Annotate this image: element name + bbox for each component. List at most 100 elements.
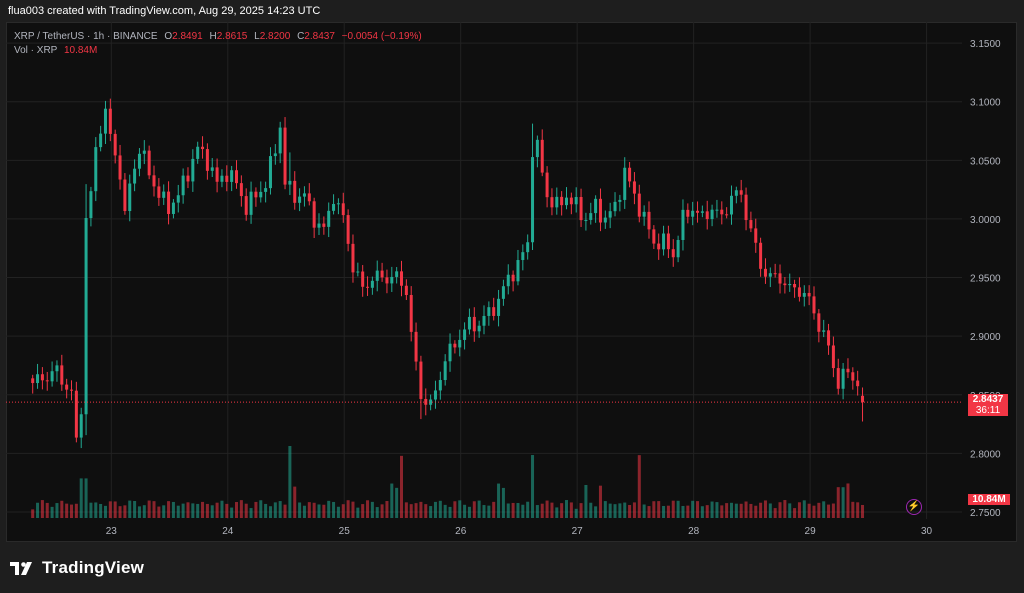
candle-body: [453, 343, 457, 348]
candle-body: [332, 203, 336, 211]
volume-bar: [700, 506, 704, 518]
candle-body: [142, 150, 146, 154]
legend-open-label: O: [164, 31, 173, 42]
candle-body: [443, 361, 447, 381]
candle-body: [74, 390, 78, 438]
candle-body: [516, 260, 520, 282]
candle-body: [36, 374, 40, 384]
y-tick-label: 2.9000: [970, 332, 1001, 343]
candle-body: [273, 153, 277, 157]
volume-bar: [472, 501, 476, 518]
volume-bar: [560, 503, 564, 518]
volume-bar: [433, 501, 437, 518]
candle-body: [302, 193, 306, 197]
volume-bar: [613, 504, 617, 518]
x-tick-label: 26: [455, 526, 467, 537]
candle-body: [99, 133, 103, 148]
volume-bar: [167, 501, 171, 518]
chart-panel[interactable]: [6, 22, 1017, 542]
volume-bar: [531, 455, 535, 518]
volume-bar: [99, 503, 103, 518]
volume-bar: [710, 501, 714, 518]
volume-bar: [773, 508, 777, 518]
volume-bar: [36, 502, 40, 518]
candle-body: [235, 170, 239, 184]
candle-body: [725, 214, 729, 216]
candle-body: [831, 345, 835, 369]
legend-open: 2.8491: [172, 31, 203, 42]
lightning-icon[interactable]: ⚡: [906, 499, 922, 515]
volume-bar: [564, 500, 569, 518]
candle-body: [288, 180, 292, 185]
candle-body: [812, 296, 816, 314]
legend-close: 2.8437: [304, 31, 335, 42]
volume-bar: [715, 502, 719, 518]
candle-body: [754, 228, 758, 243]
candle-body: [560, 196, 564, 206]
candlestick-chart[interactable]: 2.75002.80002.85002.90002.95003.00003.05…: [6, 22, 1017, 542]
candle-body: [744, 194, 748, 221]
candle-body: [608, 211, 612, 218]
legend-volume-label[interactable]: Vol · XRP: [14, 45, 58, 56]
candle-body: [249, 191, 253, 215]
bar-countdown: 36:11: [975, 405, 1001, 417]
candle-body: [433, 390, 437, 400]
candle-body: [380, 270, 384, 278]
volume-bar: [327, 500, 331, 518]
volume-bar: [637, 455, 641, 518]
candle-body: [346, 215, 350, 244]
volume-bar: [181, 503, 185, 518]
legend-symbol[interactable]: XRP / TetherUS · 1h · BINANCE: [14, 31, 158, 42]
candle-body: [65, 384, 69, 390]
x-tick-label: 23: [106, 526, 118, 537]
volume-bar: [404, 502, 408, 518]
volume-bar: [584, 484, 588, 518]
candle-body: [856, 380, 860, 387]
candle-body: [623, 167, 627, 200]
legend-high-label: H: [209, 31, 217, 42]
legend-low: 2.8200: [259, 31, 291, 42]
volume-bar: [696, 501, 700, 518]
y-tick-label: 3.0500: [970, 156, 1001, 167]
candle-body: [628, 167, 632, 182]
candle-body: [210, 167, 214, 171]
candle-body: [671, 249, 675, 258]
volume-bar: [74, 503, 78, 518]
volume-bar: [759, 502, 763, 518]
y-tick-label: 3.0000: [970, 215, 1001, 226]
volume-bar: [545, 500, 549, 518]
candle-body: [579, 197, 583, 221]
attribution-bar: flua003 created with TradingView.com, Au…: [0, 0, 1024, 22]
volume-bar: [822, 501, 826, 518]
candle-body: [506, 274, 510, 287]
volume-bar: [720, 505, 724, 518]
candle-body: [458, 339, 462, 348]
volume-bar: [137, 506, 141, 518]
candle-body: [497, 298, 501, 316]
volume-bar: [851, 501, 855, 518]
volume-bar: [414, 503, 418, 518]
last-price-tag: 2.8437 36:11: [968, 394, 1008, 417]
volume-bar: [128, 500, 132, 518]
candle-body: [783, 283, 787, 286]
volume-bar: [288, 446, 292, 518]
candle-body: [307, 193, 311, 202]
candle-body: [133, 168, 137, 184]
candle-body: [201, 146, 205, 150]
volume-bar: [176, 505, 180, 518]
volume-bar: [492, 501, 496, 518]
x-tick-label: 27: [572, 526, 584, 537]
volume-bar: [861, 504, 865, 518]
volume-bar: [264, 503, 268, 518]
candle-body: [429, 399, 433, 405]
tradingview-logo[interactable]: TradingView: [10, 558, 144, 578]
candle-body: [312, 201, 316, 228]
volume-bar: [676, 500, 680, 518]
volume-bar: [686, 505, 690, 518]
candle-body: [409, 294, 413, 332]
volume-bar: [497, 483, 501, 518]
candle-body: [298, 196, 302, 203]
candle-body: [191, 158, 195, 182]
volume-bar: [506, 503, 510, 518]
volume-bar: [31, 509, 35, 518]
